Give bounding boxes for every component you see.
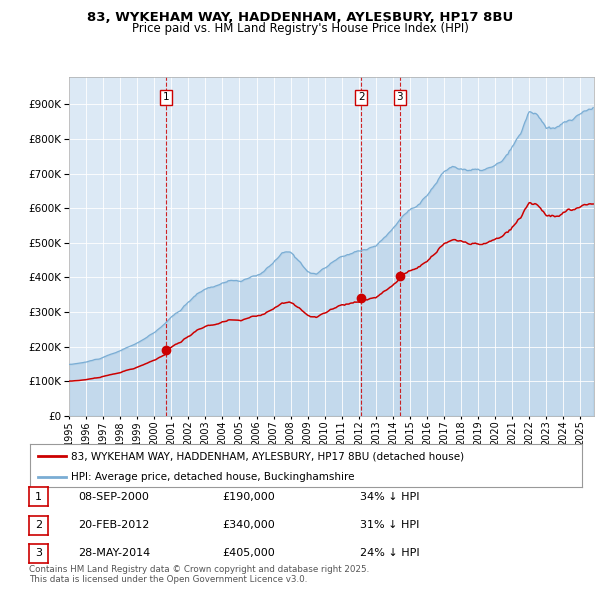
Text: Price paid vs. HM Land Registry's House Price Index (HPI): Price paid vs. HM Land Registry's House … bbox=[131, 22, 469, 35]
Text: 83, WYKEHAM WAY, HADDENHAM, AYLESBURY, HP17 8BU: 83, WYKEHAM WAY, HADDENHAM, AYLESBURY, H… bbox=[87, 11, 513, 24]
Text: 31% ↓ HPI: 31% ↓ HPI bbox=[360, 520, 419, 530]
Text: £340,000: £340,000 bbox=[222, 520, 275, 530]
Text: £190,000: £190,000 bbox=[222, 492, 275, 502]
Text: 28-MAY-2014: 28-MAY-2014 bbox=[78, 549, 150, 558]
Text: 83, WYKEHAM WAY, HADDENHAM, AYLESBURY, HP17 8BU (detached house): 83, WYKEHAM WAY, HADDENHAM, AYLESBURY, H… bbox=[71, 451, 464, 461]
Text: 1: 1 bbox=[163, 93, 169, 103]
Text: 24% ↓ HPI: 24% ↓ HPI bbox=[360, 549, 419, 558]
Text: 2: 2 bbox=[35, 520, 42, 530]
Text: 3: 3 bbox=[397, 93, 403, 103]
Text: 2: 2 bbox=[358, 93, 364, 103]
Text: 34% ↓ HPI: 34% ↓ HPI bbox=[360, 492, 419, 502]
Text: 1: 1 bbox=[35, 492, 42, 502]
Text: HPI: Average price, detached house, Buckinghamshire: HPI: Average price, detached house, Buck… bbox=[71, 473, 355, 483]
Text: 3: 3 bbox=[35, 549, 42, 558]
Text: 08-SEP-2000: 08-SEP-2000 bbox=[78, 492, 149, 502]
Text: 20-FEB-2012: 20-FEB-2012 bbox=[78, 520, 149, 530]
Text: £405,000: £405,000 bbox=[222, 549, 275, 558]
Text: Contains HM Land Registry data © Crown copyright and database right 2025.: Contains HM Land Registry data © Crown c… bbox=[29, 565, 369, 574]
Text: This data is licensed under the Open Government Licence v3.0.: This data is licensed under the Open Gov… bbox=[29, 575, 307, 584]
